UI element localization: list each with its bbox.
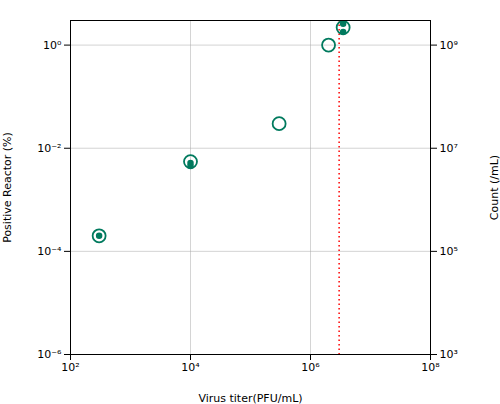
svg-text:10⁸: 10⁸: [421, 361, 440, 374]
svg-text:10⁰: 10⁰: [43, 39, 62, 52]
svg-text:10⁵: 10⁵: [440, 245, 458, 258]
svg-text:10²: 10²: [61, 361, 79, 374]
svg-text:10⁷: 10⁷: [440, 142, 458, 155]
svg-text:10⁻⁶: 10⁻⁶: [37, 348, 62, 361]
svg-text:10⁻⁴: 10⁻⁴: [37, 245, 62, 258]
svg-text:10³: 10³: [440, 348, 458, 361]
svg-text:10⁹: 10⁹: [440, 39, 458, 52]
svg-text:Positive Reactor (%): Positive Reactor (%): [1, 132, 14, 243]
svg-text:Virus titer(PFU/mL): Virus titer(PFU/mL): [198, 392, 302, 404]
svg-text:10⁴: 10⁴: [181, 361, 200, 374]
svg-text:10⁻²: 10⁻²: [37, 142, 61, 155]
svg-text:Count (/mL): Count (/mL): [488, 155, 500, 220]
svg-text:10⁶: 10⁶: [301, 361, 320, 374]
